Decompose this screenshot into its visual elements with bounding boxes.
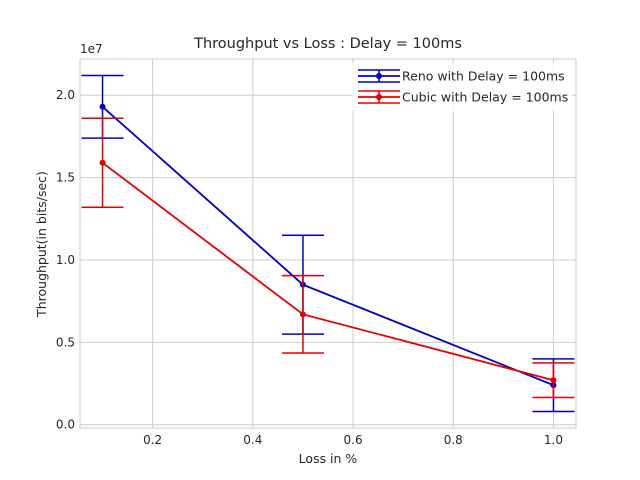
series-layer bbox=[81, 74, 575, 413]
legend-label: Cubic with Delay = 100ms bbox=[402, 90, 568, 105]
series-cubic bbox=[81, 117, 575, 399]
data-point bbox=[99, 159, 106, 166]
y-axis-label: Throughput(in bits/sec) bbox=[34, 171, 49, 318]
x-axis-label: Loss in % bbox=[299, 451, 358, 466]
x-tick-label: 0.2 bbox=[143, 433, 162, 447]
y-axis-ticks: 0.0 0.5 1.0 1.5 2.0 bbox=[56, 88, 75, 431]
y-tick-label: 1.0 bbox=[56, 253, 75, 267]
x-tick-label: 0.4 bbox=[243, 433, 262, 447]
x-tick-label: 1.0 bbox=[544, 433, 563, 447]
data-point bbox=[299, 311, 306, 318]
plot-area-frame bbox=[79, 58, 577, 429]
legend-label: Reno with Delay = 100ms bbox=[402, 69, 565, 84]
x-tick-label: 0.8 bbox=[444, 433, 463, 447]
legend: Reno with Delay = 100ms Cubic with Delay … bbox=[352, 63, 572, 111]
legend-marker bbox=[376, 94, 382, 100]
data-point bbox=[99, 103, 106, 110]
y-tick-label: 0.0 bbox=[56, 418, 75, 432]
data-point bbox=[550, 377, 557, 384]
y-tick-label: 1.5 bbox=[56, 171, 75, 185]
legend-item: Cubic with Delay = 100ms bbox=[358, 90, 568, 105]
y-tick-label: 0.5 bbox=[56, 335, 75, 349]
y-tick-label: 2.0 bbox=[56, 88, 75, 102]
legend-item: Reno with Delay = 100ms bbox=[358, 69, 565, 84]
legend-marker bbox=[376, 73, 382, 79]
y-axis-offset-label: 1e7 bbox=[80, 42, 103, 56]
x-axis-ticks: 0.2 0.4 0.6 0.8 1.0 bbox=[143, 433, 563, 447]
x-tick-label: 0.6 bbox=[344, 433, 363, 447]
chart-title: Throughput vs Loss : Delay = 100ms bbox=[193, 36, 462, 52]
